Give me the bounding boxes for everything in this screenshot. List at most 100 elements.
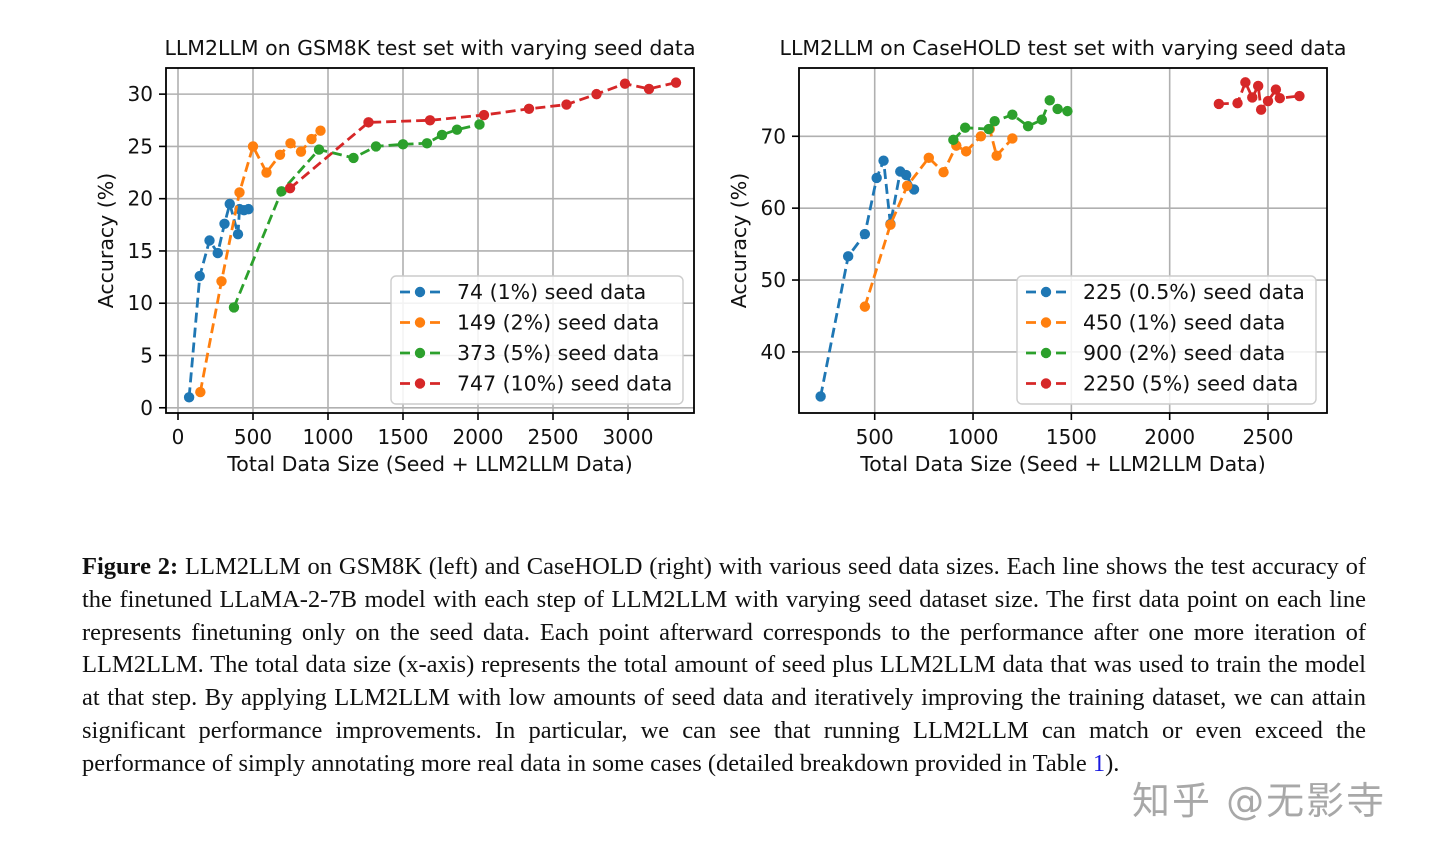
data-point: [424, 115, 436, 126]
data-point: [216, 276, 227, 287]
chart-1: 0 500 1000 1500 2000 2500 3000 0 5 10 15 20 25 30 LLM2…: [94, 36, 696, 476]
data-point: [878, 155, 889, 166]
x-tick-label: 1000: [948, 425, 999, 449]
x-tick-label: 2000: [1144, 425, 1195, 449]
series-line-3: [952, 97, 1068, 141]
data-point: [212, 247, 223, 259]
legend-label: 900 (2%) seed data: [1083, 341, 1285, 365]
caption-label: Figure 2:: [82, 553, 179, 580]
series-line-1: [819, 160, 916, 397]
data-point: [219, 218, 230, 229]
data-point: [959, 122, 971, 133]
data-point: [1232, 98, 1243, 109]
legend-marker: [414, 347, 426, 359]
data-point: [901, 180, 913, 192]
data-point: [397, 139, 409, 150]
x-tick-label: 3000: [603, 425, 654, 449]
data-point: [194, 270, 205, 282]
data-point: [247, 141, 259, 152]
y-tick-label: 5: [140, 344, 153, 368]
x-tick-label: 2500: [1243, 425, 1294, 449]
legend-marker: [1040, 286, 1052, 298]
data-point: [224, 198, 235, 210]
data-point: [436, 129, 448, 141]
data-point: [948, 134, 959, 146]
data-point: [900, 169, 912, 181]
data-point: [1252, 80, 1264, 92]
data-point: [363, 117, 374, 128]
data-point: [315, 125, 326, 136]
data-point: [923, 152, 934, 164]
data-point: [474, 119, 485, 130]
data-point: [1255, 104, 1267, 115]
data-point: [591, 88, 602, 100]
data-point: [991, 150, 1002, 161]
data-point: [306, 133, 317, 145]
y-tick-label: 15: [128, 239, 153, 263]
data-point: [1247, 92, 1258, 103]
caption-text: LLM2LLM on GSM8K (left) and CaseHOLD (ri…: [82, 553, 1366, 777]
data-point: [1270, 84, 1282, 95]
data-point: [195, 386, 206, 398]
legend-label: 2250 (5%) seed data: [1083, 372, 1298, 396]
data-point: [276, 186, 287, 197]
legend-label: 74 (1%) seed data: [457, 280, 646, 304]
x-tick-label: 0: [172, 425, 185, 449]
y-tick-label: 60: [761, 196, 786, 220]
data-point: [859, 301, 871, 312]
figure-svg: 0 500 1000 1500 2000 2500 3000 0 5 10 15 20 25 30 LLM2…: [94, 36, 1346, 476]
data-point: [232, 229, 244, 240]
y-tick-label: 40: [761, 340, 786, 364]
data-point: [975, 131, 987, 142]
data-point: [285, 138, 296, 149]
chart-title: LLM2LLM on GSM8K test set with varying s…: [164, 36, 695, 60]
data-point: [183, 392, 195, 403]
legend-box: [1016, 275, 1317, 405]
data-point: [313, 144, 325, 155]
caption-table-ref[interactable]: 1: [1092, 749, 1106, 777]
legend: 74 (1%) seed data 149 (2%) seed data 373 (…: [390, 275, 684, 405]
legend-label: 149 (2%) seed data: [457, 311, 659, 335]
figure: 0 500 1000 1500 2000 2500 3000 0 5 10 15 20 25 30 LLM2…: [94, 36, 1346, 476]
data-point: [1022, 121, 1034, 132]
data-point: [983, 123, 994, 135]
x-tick-label: 2500: [528, 425, 579, 449]
plot-frame: [165, 67, 695, 414]
legend-marker: [414, 317, 426, 328]
series-line-2: [198, 129, 322, 393]
data-point: [284, 183, 296, 194]
data-point: [421, 138, 433, 149]
x-axis-label: Total Data Size (Seed + LLM2LLM Data): [859, 452, 1265, 476]
data-point: [1052, 103, 1063, 115]
y-tick-label: 20: [128, 187, 153, 211]
data-point: [478, 109, 490, 121]
x-tick-label: 1500: [378, 425, 429, 449]
data-point: [451, 124, 463, 135]
data-point: [1036, 114, 1048, 125]
legend-marker: [414, 286, 426, 298]
y-tick-label: 70: [761, 124, 786, 148]
x-tick-label: 500: [856, 425, 894, 449]
legend-box: [390, 275, 684, 405]
legend-marker: [1040, 317, 1052, 328]
chart-2: 500 1000 1500 2000 2500 40 50 60 70 LLM2LLM on Ca…: [727, 36, 1346, 476]
data-point: [348, 152, 359, 164]
data-point: [274, 149, 286, 160]
data-point: [619, 78, 631, 89]
data-point: [234, 187, 245, 198]
y-axis-label: Accuracy (%): [94, 173, 118, 309]
legend-label: 450 (1%) seed data: [1083, 311, 1285, 335]
data-point: [1294, 90, 1305, 102]
caption-text-end: ).: [1105, 749, 1120, 777]
data-point: [243, 203, 254, 215]
data-point: [261, 167, 272, 178]
data-point: [1007, 133, 1018, 144]
watermark: 知乎 @无影寺: [1132, 779, 1387, 823]
y-axis-label: Accuracy (%): [727, 173, 751, 309]
data-point: [1274, 92, 1286, 104]
y-tick-label: 30: [128, 82, 153, 106]
legend-marker: [1040, 347, 1052, 359]
data-point: [1240, 77, 1251, 88]
data-point: [885, 219, 896, 230]
data-point: [1262, 95, 1274, 107]
